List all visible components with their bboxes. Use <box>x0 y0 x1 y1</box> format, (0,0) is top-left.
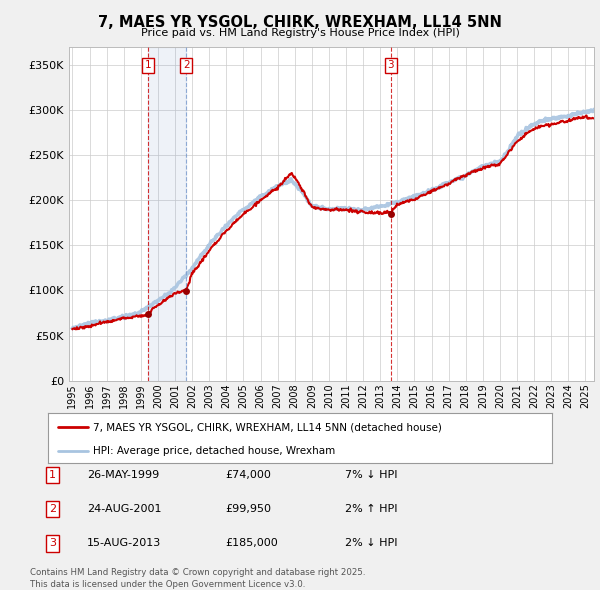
Text: 1: 1 <box>49 470 56 480</box>
Text: £74,000: £74,000 <box>225 470 271 480</box>
Text: £185,000: £185,000 <box>225 539 278 548</box>
Text: 7, MAES YR YSGOL, CHIRK, WREXHAM, LL14 5NN: 7, MAES YR YSGOL, CHIRK, WREXHAM, LL14 5… <box>98 15 502 30</box>
Text: 7% ↓ HPI: 7% ↓ HPI <box>345 470 398 480</box>
Text: HPI: Average price, detached house, Wrexham: HPI: Average price, detached house, Wrex… <box>94 445 335 455</box>
Bar <box>148 47 186 381</box>
Text: 15-AUG-2013: 15-AUG-2013 <box>87 539 161 548</box>
Text: 3: 3 <box>388 60 394 70</box>
Text: 26-MAY-1999: 26-MAY-1999 <box>87 470 159 480</box>
Text: 3: 3 <box>49 539 56 548</box>
Text: 2% ↑ HPI: 2% ↑ HPI <box>345 504 398 514</box>
Text: Contains HM Land Registry data © Crown copyright and database right 2025.
This d: Contains HM Land Registry data © Crown c… <box>30 568 365 589</box>
Text: 7, MAES YR YSGOL, CHIRK, WREXHAM, LL14 5NN (detached house): 7, MAES YR YSGOL, CHIRK, WREXHAM, LL14 5… <box>94 422 442 432</box>
Text: 24-AUG-2001: 24-AUG-2001 <box>87 504 161 514</box>
Text: £99,950: £99,950 <box>225 504 271 514</box>
Text: 2: 2 <box>183 60 190 70</box>
Text: 2: 2 <box>49 504 56 514</box>
Text: 2% ↓ HPI: 2% ↓ HPI <box>345 539 398 548</box>
Text: 1: 1 <box>145 60 151 70</box>
Text: Price paid vs. HM Land Registry's House Price Index (HPI): Price paid vs. HM Land Registry's House … <box>140 28 460 38</box>
